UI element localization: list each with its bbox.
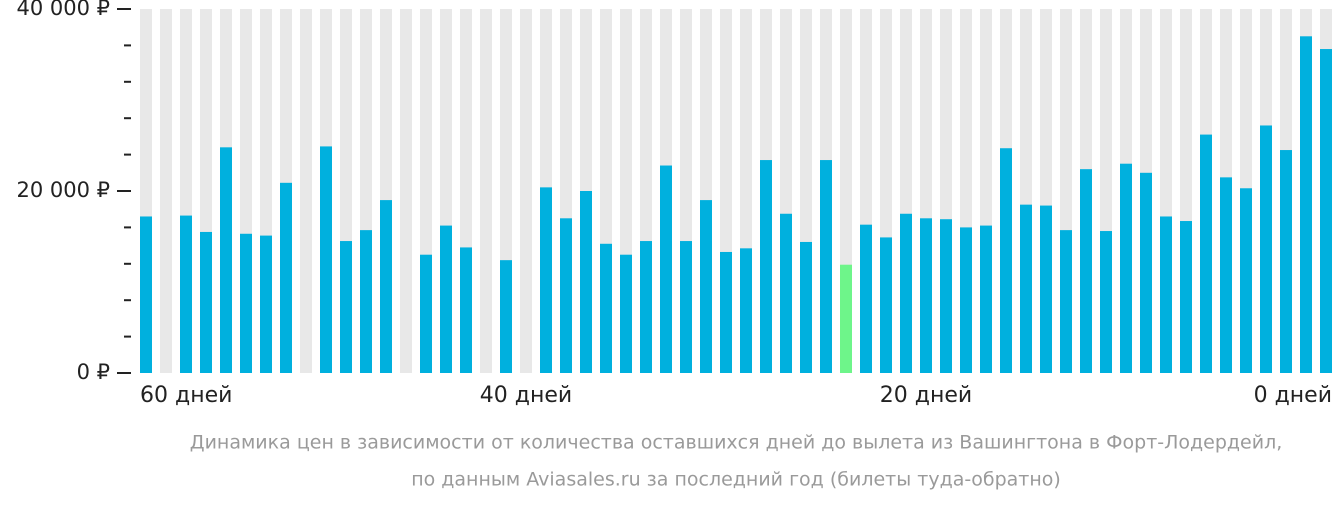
caption: по данным Aviasales.ru за последний год … bbox=[411, 469, 1061, 491]
y-tick-label: 0 ₽ bbox=[77, 360, 110, 384]
bar bbox=[660, 165, 672, 373]
bar bbox=[620, 254, 632, 373]
bar bbox=[420, 254, 432, 373]
bar bbox=[1260, 125, 1272, 373]
bar bbox=[700, 200, 712, 373]
bar bbox=[640, 241, 652, 373]
bar bbox=[1040, 205, 1052, 373]
bar bbox=[1100, 231, 1112, 373]
bar bbox=[680, 241, 692, 373]
bar bbox=[1140, 172, 1152, 373]
bar bbox=[740, 248, 752, 373]
bar bbox=[820, 160, 832, 373]
bar bbox=[380, 200, 392, 373]
x-tick-label: 0 дней bbox=[1254, 383, 1332, 408]
bar bbox=[1180, 221, 1192, 373]
bar bbox=[780, 213, 792, 373]
bar bbox=[600, 243, 612, 373]
background-stripe bbox=[160, 9, 172, 373]
bar bbox=[800, 241, 812, 373]
bar bbox=[900, 213, 912, 373]
bar bbox=[1220, 177, 1232, 373]
bar bbox=[1000, 148, 1012, 373]
background-stripe bbox=[400, 9, 412, 373]
bar bbox=[720, 251, 732, 373]
bar bbox=[280, 182, 292, 373]
bar bbox=[460, 247, 472, 373]
bar bbox=[580, 191, 592, 373]
bar bbox=[760, 160, 772, 373]
background-stripe bbox=[520, 9, 532, 373]
bar bbox=[940, 219, 952, 373]
bar bbox=[860, 224, 872, 373]
bar bbox=[1120, 163, 1132, 373]
bar bbox=[1080, 169, 1092, 373]
bar bbox=[220, 147, 232, 373]
background-stripe bbox=[300, 9, 312, 373]
x-tick-label: 20 дней bbox=[880, 383, 972, 408]
bar bbox=[260, 235, 272, 373]
bar bbox=[1280, 150, 1292, 373]
bar bbox=[1240, 188, 1252, 373]
bar bbox=[980, 225, 992, 373]
caption: Динамика цен в зависимости от количества… bbox=[190, 432, 1283, 454]
x-tick-label: 40 дней bbox=[480, 383, 572, 408]
bar bbox=[240, 233, 252, 373]
bar bbox=[540, 187, 552, 373]
y-tick-label: 20 000 ₽ bbox=[16, 178, 110, 202]
bar bbox=[320, 146, 332, 373]
bar bbox=[1160, 216, 1172, 373]
background-stripe bbox=[480, 9, 492, 373]
bar bbox=[1200, 134, 1212, 373]
bar bbox=[560, 218, 572, 373]
bar bbox=[840, 264, 852, 373]
bar bbox=[340, 241, 352, 373]
bar bbox=[1300, 36, 1312, 374]
bar bbox=[200, 231, 212, 373]
bar bbox=[500, 260, 512, 373]
bar bbox=[180, 215, 192, 373]
bar bbox=[360, 230, 372, 373]
x-tick-label: 60 дней bbox=[140, 383, 232, 408]
bar bbox=[880, 237, 892, 373]
bar bbox=[1020, 204, 1032, 373]
bar bbox=[960, 227, 972, 373]
bar bbox=[440, 225, 452, 373]
bar bbox=[140, 216, 152, 373]
bar bbox=[1320, 49, 1332, 373]
bar bbox=[920, 218, 932, 373]
y-tick-label: 40 000 ₽ bbox=[16, 0, 110, 20]
bar bbox=[1060, 230, 1072, 373]
